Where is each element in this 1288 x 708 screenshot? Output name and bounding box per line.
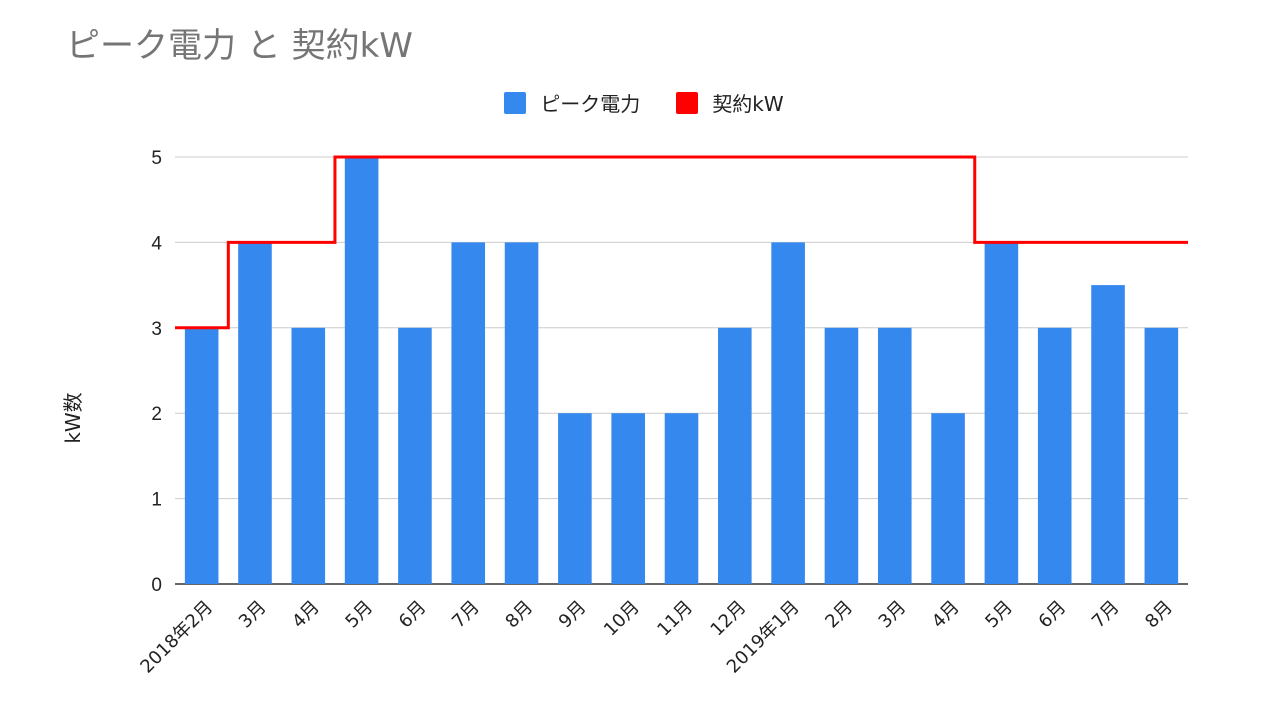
bar[interactable] [238,242,272,584]
bar[interactable] [931,413,965,584]
x-tick-label: 7月 [1088,597,1124,633]
bars [184,157,1179,584]
legend: ピーク電力 契約kW [0,88,1288,117]
bar[interactable] [1144,327,1179,584]
bar[interactable] [718,327,752,584]
x-tick-label: 8月 [501,597,537,633]
x-tick-label: 12月 [707,597,751,641]
bar[interactable] [184,327,219,584]
bar[interactable] [984,242,1019,584]
y-tick-label: 2 [151,404,162,425]
bar[interactable] [1091,285,1125,584]
x-tick-label: 8月 [1141,597,1177,633]
x-tick-label: 2月 [821,597,857,633]
y-tick-label: 5 [151,148,162,169]
y-tick-label: 4 [151,233,162,254]
legend-swatch-contract-kw [676,91,699,114]
x-tick-label: 11月 [653,597,697,641]
step-line [175,155,1188,330]
x-tick-label: 5月 [981,597,1017,633]
y-tick-label: 1 [151,490,162,511]
bar[interactable] [451,242,486,584]
y-axis-title: kW数 [61,392,85,443]
x-tick-label: 4月 [288,597,324,633]
bar[interactable] [344,157,379,584]
x-tick-label: 3月 [875,597,911,633]
legend-label-peak-power: ピーク電力 [540,92,641,116]
y-tick-labels: 0 1 2 3 4 5 [151,148,162,596]
x-tick-label: 6月 [395,597,431,633]
legend-label-contract-kw: 契約kW [712,92,784,116]
x-tick-label: 10月 [600,597,644,641]
bar[interactable] [291,327,326,584]
bar[interactable] [824,327,859,584]
bar[interactable] [558,413,592,584]
y-tick-label: 0 [151,575,162,596]
chart-title: ピーク電力 と 契約kW [66,26,413,66]
x-tick-label: 9月 [555,597,591,633]
x-tick-label: 2018年2月 [136,597,217,678]
x-tick-label: 4月 [928,597,964,633]
x-tick-label: 5月 [341,597,377,633]
legend-item-contract-kw[interactable]: 契約kW [676,88,784,117]
bar[interactable] [398,327,432,584]
series-line-contract-kw[interactable] [175,155,1188,330]
bar[interactable] [611,413,645,584]
bar[interactable] [504,242,539,584]
x-tick-label: 3月 [235,597,271,633]
bar[interactable] [771,242,805,584]
bar[interactable] [664,413,699,584]
x-tick-label: 7月 [448,597,484,633]
bar[interactable] [1037,327,1072,584]
y-tick-label: 3 [151,319,162,340]
bar[interactable] [877,327,912,584]
legend-swatch-peak-power [504,91,527,114]
x-tick-label: 6月 [1035,597,1071,633]
legend-item-peak-power[interactable]: ピーク電力 [504,88,640,117]
